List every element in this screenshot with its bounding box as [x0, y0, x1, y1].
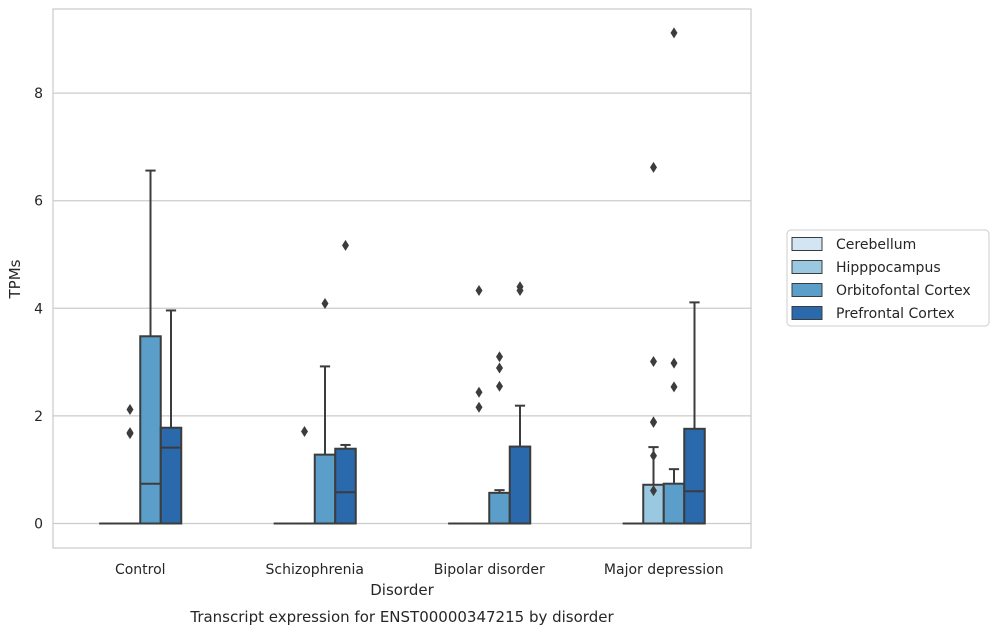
outlier-point: [650, 416, 657, 428]
y-tick-label: 4: [34, 301, 43, 317]
box: [313, 453, 337, 525]
outlier-point: [475, 386, 483, 398]
legend-swatch: [791, 237, 823, 251]
box-plot-marks: [99, 27, 706, 525]
y-tick-label: 2: [34, 409, 43, 425]
box-group: [683, 301, 706, 525]
x-axis-ticks: Control Schizophrenia Bipolar disorder Majo…: [115, 562, 724, 578]
chart-caption: Transcript expression for ENST0000034721…: [189, 608, 614, 626]
y-axis-ticks: 0 2 4 6 8: [34, 86, 43, 532]
outlier-point: [670, 27, 678, 39]
y-tick-label: 8: [34, 86, 43, 102]
box-group: [642, 161, 665, 525]
legend-swatch: [791, 260, 823, 274]
y-axis-label: TPMs: [6, 259, 24, 299]
outlier-point: [342, 239, 349, 251]
outlier-point: [126, 403, 134, 415]
box-group: [294, 426, 315, 525]
plot-area-frame: [52, 8, 752, 549]
outlier-point: [496, 362, 503, 374]
box-group: [119, 403, 141, 525]
legend-frame: [786, 229, 990, 327]
box-group: [468, 285, 490, 525]
box-group: [488, 351, 511, 525]
legend-label: Prefrontal Cortex: [836, 306, 955, 322]
legend: Cerebellum Hipppocampus Orbitofontal Corte…: [786, 229, 990, 327]
box-group: [139, 169, 162, 525]
x-tick-label: Bipolar disorder: [434, 562, 545, 578]
x-tick-label: Schizophrenia: [266, 562, 364, 578]
outlier-point: [516, 285, 524, 297]
box: [334, 447, 357, 525]
outlier-point: [496, 351, 503, 363]
box-group: [662, 27, 686, 525]
box-group: [334, 239, 357, 525]
x-tick-label: Control: [115, 562, 166, 578]
box: [508, 445, 532, 525]
outlier-point: [126, 428, 134, 440]
outlier-point: [321, 297, 329, 309]
outlier-point: [650, 450, 657, 462]
y-tick-label: 0: [34, 517, 43, 533]
outlier-point: [670, 357, 678, 369]
y-tick-label: 6: [34, 194, 43, 210]
box: [159, 426, 183, 525]
box-group: [508, 281, 532, 525]
x-axis-label: Disorder: [370, 581, 434, 599]
outlier-point: [496, 380, 503, 392]
legend-swatch: [791, 306, 823, 320]
legend-label: Cerebellum: [836, 237, 916, 253]
legend-label: Hipppocampus: [836, 260, 941, 276]
legend-swatch: [791, 283, 823, 297]
outlier-point: [650, 161, 657, 173]
legend-label: Orbitofontal Cortex: [836, 283, 971, 299]
x-tick-label: Major depression: [604, 562, 724, 578]
outlier-point: [475, 285, 483, 297]
box-group: [159, 309, 183, 525]
outlier-point: [475, 401, 483, 413]
outlier-point: [650, 356, 657, 368]
box: [488, 491, 511, 525]
outlier-point: [650, 485, 657, 497]
box-group: [313, 297, 337, 525]
box: [683, 427, 706, 525]
outlier-point: [301, 426, 308, 438]
box: [139, 335, 162, 525]
box: [662, 482, 686, 525]
outlier-point: [670, 381, 678, 393]
